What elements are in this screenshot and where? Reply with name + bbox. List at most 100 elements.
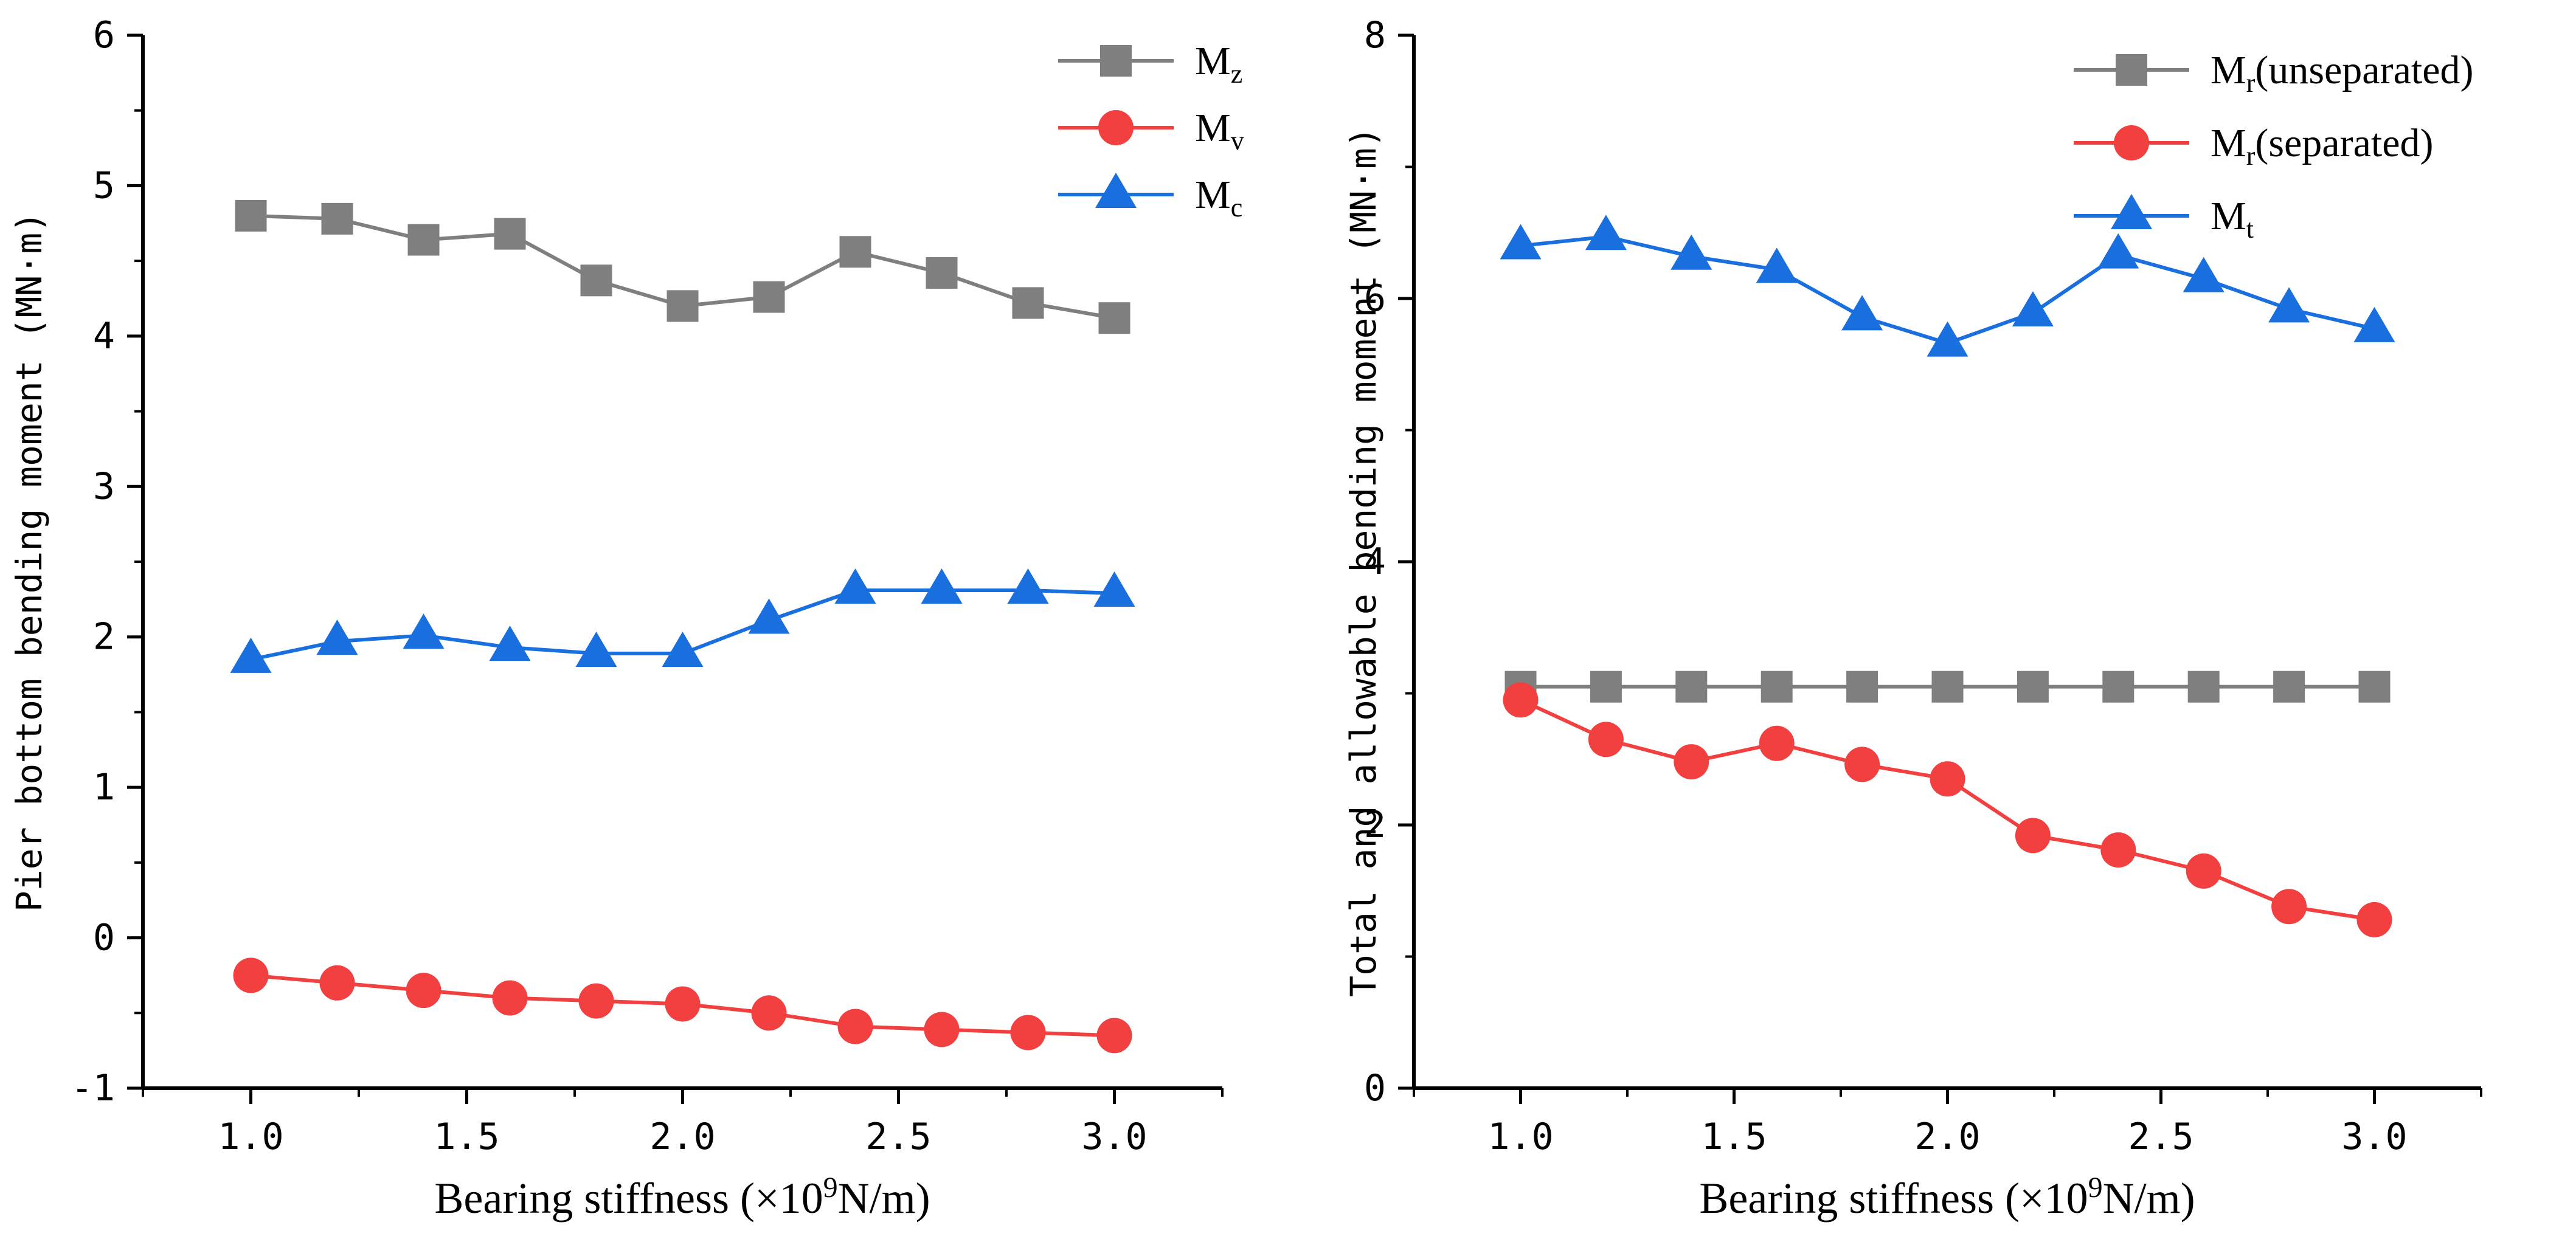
data-point <box>492 980 528 1016</box>
data-point <box>230 637 272 673</box>
legend-marker <box>1100 45 1132 77</box>
data-point <box>1674 744 1709 780</box>
x-tick-label: 1.5 <box>434 1116 499 1158</box>
data-point <box>753 281 785 313</box>
legend-entry: Mz <box>1058 39 1242 89</box>
y-tick-label: 6 <box>1364 277 1386 320</box>
series-mt <box>1500 215 2395 357</box>
data-point <box>316 619 358 655</box>
data-point <box>1007 568 1049 604</box>
data-point <box>321 202 353 235</box>
data-point <box>2271 889 2307 925</box>
data-point <box>665 986 701 1022</box>
data-point <box>748 598 790 634</box>
data-point <box>2015 818 2051 854</box>
data-point <box>1930 761 1965 797</box>
data-point <box>1671 234 1712 270</box>
data-point <box>1675 671 1708 703</box>
data-point <box>1927 321 1968 357</box>
data-point <box>921 568 963 604</box>
data-point <box>578 983 614 1019</box>
legend-marker <box>2116 54 2147 86</box>
y-tick-label: 0 <box>1364 1067 1386 1109</box>
data-point <box>2017 671 2049 703</box>
series-mc <box>230 568 1135 673</box>
data-point <box>2100 832 2136 868</box>
right-chart-panel: 0 2 4 6 8 1.0 1.5 2.0 2.5 3.0 Bearing stiffness (×… <box>1343 14 2482 1223</box>
x-tick-label: 1.0 <box>1487 1116 1553 1158</box>
x-axis-title: Bearing stiffness (×109N/m) <box>434 1171 930 1223</box>
y-tick-label: 2 <box>93 616 115 658</box>
x-tick-label: 3.0 <box>1081 1116 1147 1158</box>
data-point <box>834 568 876 604</box>
legend-label: Mr(unseparated) <box>2211 48 2473 98</box>
data-point <box>494 218 526 250</box>
y-tick-label: 6 <box>93 14 115 57</box>
data-point <box>1500 224 1542 260</box>
y-tick-label: 3 <box>93 465 115 508</box>
y-axis-title: Pier bottom bending moment (MN·m) <box>9 212 50 912</box>
data-point <box>2186 853 2221 889</box>
data-point <box>406 973 441 1009</box>
legend-entry: Mc <box>1058 173 1242 223</box>
data-point <box>1096 1018 1132 1054</box>
data-point <box>1931 671 1964 703</box>
data-point <box>662 631 704 667</box>
left-chart-panel: -1 0 1 2 3 4 5 6 1.0 1.5 2.0 2.5 3.0 Bearing stiffnes… <box>9 14 1244 1223</box>
data-point <box>2012 291 2054 326</box>
data-point <box>751 995 787 1031</box>
data-point <box>1585 215 1627 250</box>
data-point <box>1590 671 1622 703</box>
data-point <box>2102 671 2135 703</box>
data-point <box>667 290 699 322</box>
legend-entry: Mt <box>2074 194 2254 244</box>
x-tick-label: 2.5 <box>2128 1116 2193 1158</box>
data-point <box>1503 682 1539 718</box>
y-tick-label: 4 <box>1364 540 1386 583</box>
y-tick-label: 1 <box>93 766 115 809</box>
x-tick-label: 2.5 <box>865 1116 931 1158</box>
data-point <box>407 224 440 256</box>
x-tick-label: 3.0 <box>2341 1116 2407 1158</box>
x-tick-label: 2.0 <box>649 1116 715 1158</box>
series-mr-separated- <box>1503 682 2392 937</box>
data-point <box>839 236 871 268</box>
legend-label: Mc <box>1195 173 1242 223</box>
data-point <box>1844 747 1880 782</box>
legend-marker <box>2111 194 2152 230</box>
legend-label: Mt <box>2211 194 2254 244</box>
legend-entry: Mr(separated) <box>2074 121 2433 171</box>
data-point <box>2353 306 2395 342</box>
legend-marker <box>1098 110 1134 145</box>
data-point <box>1588 722 1624 757</box>
x-axis-title: Bearing stiffness (×109N/m) <box>1699 1171 2195 1223</box>
data-point <box>1098 302 1130 334</box>
legend-marker <box>1095 173 1137 209</box>
data-point <box>2358 671 2391 703</box>
y-axis-title: Total and allowable bending moment (MN·m… <box>1343 126 1384 997</box>
legend-entry: Mr(unseparated) <box>2074 48 2473 98</box>
data-point <box>1761 671 1793 703</box>
data-point <box>1841 295 1883 331</box>
data-point <box>1756 247 1798 283</box>
data-point <box>235 199 267 232</box>
series-mv <box>233 957 1132 1054</box>
x-tick-label: 1.0 <box>218 1116 283 1158</box>
data-point <box>403 613 445 649</box>
data-point <box>1759 725 1795 761</box>
x-tick-label: 2.0 <box>1914 1116 1980 1158</box>
data-point <box>926 257 958 289</box>
data-point <box>233 957 269 993</box>
legend-marker <box>2114 125 2149 160</box>
y-tick-label: 0 <box>93 917 115 959</box>
data-point <box>575 631 617 667</box>
x-tick-label: 1.5 <box>1701 1116 1767 1158</box>
data-point <box>924 1012 960 1047</box>
data-point <box>580 264 612 297</box>
data-point <box>2268 287 2310 323</box>
data-point <box>1093 571 1135 607</box>
y-tick-label: 8 <box>1364 14 1386 57</box>
data-point <box>837 1009 873 1044</box>
legend-label: Mv <box>1195 106 1244 156</box>
